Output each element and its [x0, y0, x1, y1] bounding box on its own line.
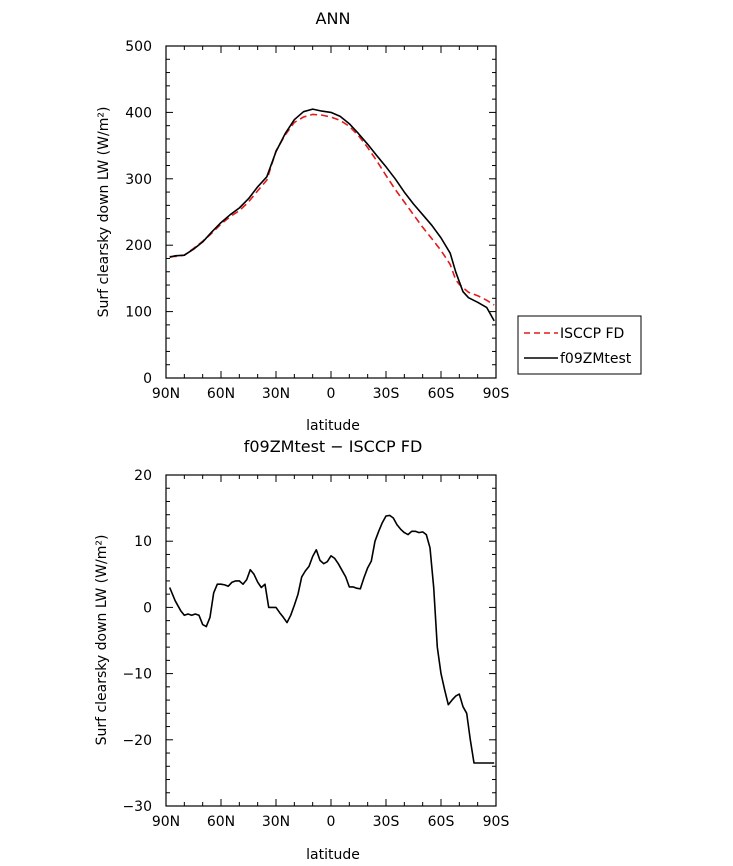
y-axis-label: Surf clearsky down LW (W/m²) — [96, 107, 112, 318]
x-tick-label: 90S — [483, 386, 510, 402]
x-tick-label: 90N — [152, 386, 180, 402]
plot-frame — [165, 474, 497, 807]
y-tick-label: 0 — [143, 371, 152, 387]
legend-label-isccp: ISCCP FD — [560, 326, 624, 342]
legend-label-model: f09ZMtest — [560, 351, 632, 367]
x-axis-label: latitude — [306, 418, 360, 434]
y-tick-label: 20 — [134, 468, 152, 484]
y-axis-label: Surf clearsky down LW (W/m²) — [94, 535, 110, 746]
y-tick-label: 10 — [134, 534, 152, 550]
x-tick-label: 60N — [207, 814, 235, 830]
x-axis-label: latitude — [306, 847, 360, 863]
x-tick-label: 0 — [327, 814, 336, 830]
x-tick-label: 30N — [262, 386, 290, 402]
panel-title: f09ZMtest − ISCCP FD — [244, 437, 423, 456]
panel-title: ANN — [316, 9, 351, 28]
x-tick-label: 60N — [207, 386, 235, 402]
series-layer — [169, 108, 495, 322]
y-tick-label: 400 — [125, 105, 152, 121]
legend: ISCCP FD f09ZMtest — [517, 315, 642, 375]
y-tick-label: −30 — [122, 799, 152, 815]
y-tick-label: 500 — [125, 39, 152, 55]
x-tick-label: 90S — [483, 814, 510, 830]
y-tick-label: 300 — [125, 172, 152, 188]
y-tick-label: 200 — [125, 238, 152, 254]
x-tick-label: 30S — [373, 386, 400, 402]
axis-ticks: 90N 60N 30N 0 30S 60S 90S 0 100 200 300 400 500 — [125, 39, 509, 402]
x-tick-label: 30N — [262, 814, 290, 830]
y-tick-label: 0 — [143, 600, 152, 616]
series-layer — [168, 514, 495, 764]
x-tick-label: 90N — [152, 814, 180, 830]
y-tick-label: −20 — [122, 733, 152, 749]
x-tick-label: 60S — [428, 814, 455, 830]
series-line-difference — [168, 514, 495, 764]
panel-annual: ANN 90N 60N 30N 0 30S 60S 90S0100200300400500 … — [96, 9, 642, 434]
plot-frame — [165, 45, 497, 379]
x-tick-label: 60S — [428, 386, 455, 402]
y-tick-label: −10 — [122, 667, 152, 683]
series-line-isccp-fd — [169, 113, 495, 306]
x-tick-label: 0 — [327, 386, 336, 402]
x-tick-label: 30S — [373, 814, 400, 830]
legend-box — [517, 315, 642, 375]
series-line-f09zmtest — [169, 108, 495, 322]
y-tick-label: 100 — [125, 305, 152, 321]
axis-ticks: 90N 60N 30N 0 30S 60S 90S −30 −20 −10 0 10 20 — [122, 468, 509, 830]
panel-difference: f09ZMtest − ISCCP FD 90N 60N 30N 0 30S 60S 90S… — [94, 437, 509, 863]
